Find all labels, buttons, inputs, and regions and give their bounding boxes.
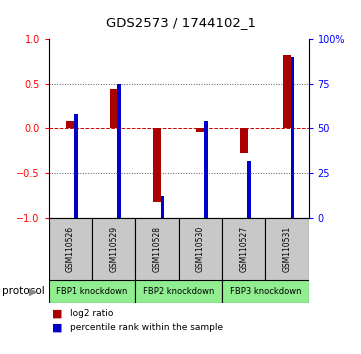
- Bar: [161, 196, 164, 218]
- Bar: [135, 280, 222, 303]
- Text: GSM110529: GSM110529: [109, 225, 118, 272]
- Bar: [240, 129, 248, 153]
- Text: protocol: protocol: [2, 286, 44, 296]
- Text: GSM110526: GSM110526: [66, 225, 75, 272]
- Bar: [49, 280, 135, 303]
- Text: ■: ■: [52, 308, 63, 318]
- Bar: [179, 218, 222, 280]
- Bar: [110, 89, 118, 129]
- Bar: [117, 84, 121, 218]
- Bar: [66, 121, 74, 129]
- Bar: [92, 218, 135, 280]
- Text: ▶: ▶: [29, 286, 38, 296]
- Bar: [283, 55, 291, 129]
- Bar: [222, 280, 309, 303]
- Bar: [135, 218, 179, 280]
- Bar: [291, 57, 294, 218]
- Text: FBP3 knockdown: FBP3 knockdown: [230, 287, 301, 296]
- Text: log2 ratio: log2 ratio: [70, 309, 114, 318]
- Text: FBP1 knockdown: FBP1 knockdown: [56, 287, 128, 296]
- Bar: [153, 129, 161, 202]
- Text: GSM110531: GSM110531: [283, 225, 291, 272]
- Bar: [265, 218, 309, 280]
- Text: percentile rank within the sample: percentile rank within the sample: [70, 323, 223, 332]
- Text: GSM110530: GSM110530: [196, 225, 205, 272]
- Bar: [49, 218, 92, 280]
- Bar: [74, 114, 78, 218]
- Bar: [204, 121, 208, 218]
- Bar: [196, 129, 204, 132]
- Text: GSM110528: GSM110528: [153, 226, 161, 272]
- Text: GDS2573 / 1744102_1: GDS2573 / 1744102_1: [105, 16, 256, 29]
- Text: FBP2 knockdown: FBP2 knockdown: [143, 287, 214, 296]
- Bar: [247, 160, 251, 218]
- Text: ■: ■: [52, 322, 63, 332]
- Bar: [222, 218, 265, 280]
- Text: GSM110527: GSM110527: [239, 225, 248, 272]
